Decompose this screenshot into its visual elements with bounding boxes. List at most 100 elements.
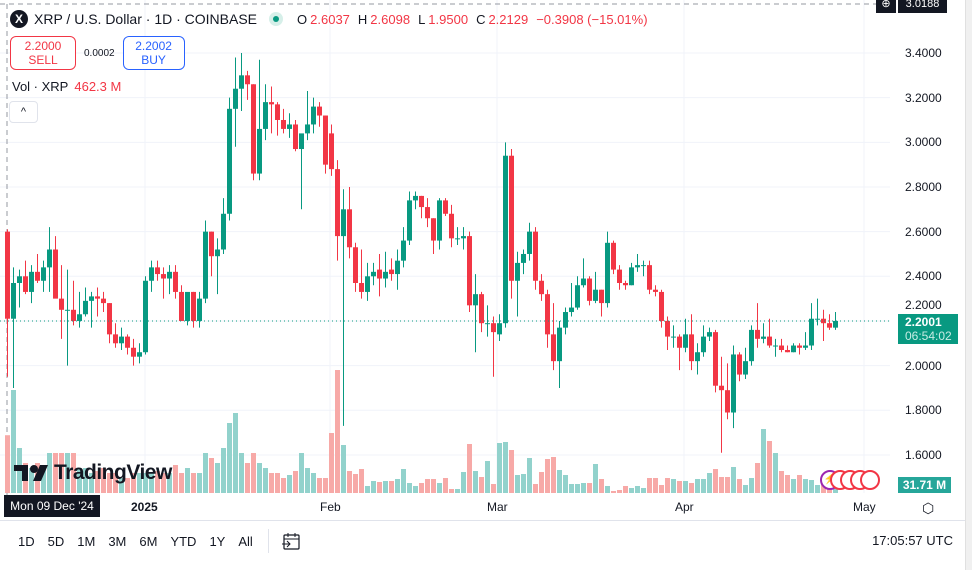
volume-bar <box>677 481 682 493</box>
candle-body <box>59 298 64 310</box>
volume-bar <box>467 444 472 493</box>
events-markers[interactable]: ⚡ <box>820 470 880 490</box>
price-chart[interactable] <box>0 0 965 520</box>
volume-bar <box>275 473 280 493</box>
candle-body <box>29 271 34 292</box>
volume-bar <box>215 463 220 493</box>
volume-bar <box>287 475 292 493</box>
volume-bar <box>257 463 262 493</box>
right-panel-edge <box>965 0 972 570</box>
candle-body <box>527 231 532 254</box>
utc-clock[interactable]: 17:05:57 UTC <box>872 533 953 548</box>
volume-legend[interactable]: Vol · XRP 462.3 M <box>12 79 121 94</box>
volume-bar <box>221 448 226 493</box>
symbol-title[interactable]: XRP / U.S. Dollar · 1D · COINBASE <box>34 11 258 27</box>
change-value: −0.3908 (−15.01%) <box>536 11 648 27</box>
candle-body <box>569 307 574 313</box>
candle-body <box>605 242 610 304</box>
volume-bar <box>317 478 322 493</box>
time-label-may: May <box>853 500 876 514</box>
volume-bar <box>77 468 82 493</box>
sell-button[interactable]: 2.2000 SELL <box>10 36 76 70</box>
volume-bar <box>575 484 580 493</box>
candle-body <box>71 309 76 321</box>
candle-body <box>725 390 730 413</box>
candle-body <box>659 291 664 321</box>
range-6m[interactable]: 6M <box>139 533 158 549</box>
candle-body <box>299 133 304 150</box>
volume-bar <box>629 488 634 493</box>
candle-body <box>17 276 22 283</box>
volume-bar <box>455 489 460 493</box>
volume-bar <box>11 390 16 493</box>
volume-bar <box>659 485 664 493</box>
add-alert-plus-icon[interactable]: ⊕ <box>876 0 896 13</box>
candle-body <box>455 238 460 240</box>
volume-bar <box>119 478 124 493</box>
price-tick-label: 3.2000 <box>905 90 942 105</box>
candle-body <box>803 345 808 348</box>
candle-body <box>209 231 214 257</box>
volume-bar <box>623 486 628 493</box>
volume-bar <box>101 468 106 493</box>
candle-body <box>257 128 262 174</box>
candle-body <box>323 115 328 165</box>
volume-bar <box>767 441 772 493</box>
volume-bar <box>59 453 64 493</box>
volume-bar <box>521 474 526 493</box>
volume-bar <box>611 491 616 493</box>
candle-body <box>41 267 46 281</box>
candle-body <box>611 242 616 270</box>
tradingview-logo[interactable]: TradingView <box>14 461 172 485</box>
volume-bar <box>491 484 496 493</box>
candle-body <box>287 124 292 129</box>
range-1m[interactable]: 1M <box>77 533 96 549</box>
volume-bar <box>431 479 436 493</box>
toolbar-divider <box>267 529 269 553</box>
volume-bar <box>371 481 376 493</box>
us-flag-event-icon[interactable] <box>860 470 880 490</box>
volume-bar <box>485 461 490 493</box>
candle-body <box>239 75 244 89</box>
candle-body <box>233 88 238 109</box>
chart-settings-icon[interactable]: ⬡ <box>922 500 935 516</box>
price-tick-label: 2.6000 <box>905 224 942 239</box>
candle-body <box>401 240 406 261</box>
candle-body <box>107 303 112 335</box>
candle-body <box>563 312 568 328</box>
volume-bar <box>533 484 538 493</box>
volume-bar <box>197 473 202 493</box>
brand-name: TradingView <box>54 461 172 484</box>
volume-bar <box>341 445 346 493</box>
candle-body <box>275 104 280 120</box>
candle-body <box>407 200 412 241</box>
volume-bar <box>227 423 232 493</box>
volume-bar <box>683 481 688 493</box>
candle-body <box>155 267 160 275</box>
volume-bar <box>569 484 574 493</box>
candle-body <box>341 209 346 237</box>
volume-bar <box>557 470 562 493</box>
go-to-date-calendar-icon[interactable] <box>281 531 301 551</box>
market-open-status-icon <box>269 12 284 26</box>
range-5d[interactable]: 5D <box>47 533 65 549</box>
range-ytd[interactable]: YTD <box>170 533 197 549</box>
volume-bar <box>5 435 10 493</box>
high-label: H <box>357 11 368 27</box>
price-tick-label: 1.8000 <box>905 403 942 418</box>
collapse-legend-button[interactable]: ^ <box>9 101 38 123</box>
volume-bar <box>785 475 790 493</box>
range-3m[interactable]: 3M <box>108 533 127 549</box>
time-label-apr: Apr <box>675 500 694 514</box>
volume-bar <box>593 464 598 493</box>
range-1d[interactable]: 1D <box>18 533 35 549</box>
candle-body <box>593 289 598 301</box>
range-all[interactable]: All <box>238 533 253 549</box>
candle-body <box>131 347 136 357</box>
volume-bar <box>203 453 208 493</box>
buy-button[interactable]: 2.2002 BUY <box>122 36 185 70</box>
range-1y[interactable]: 1Y <box>209 533 226 549</box>
bottom-toolbar: 1D 5D 1M 3M 6M YTD 1Y All 17:05:57 UTC <box>0 520 965 561</box>
volume-bar <box>539 472 544 493</box>
volume-bar <box>395 479 400 493</box>
